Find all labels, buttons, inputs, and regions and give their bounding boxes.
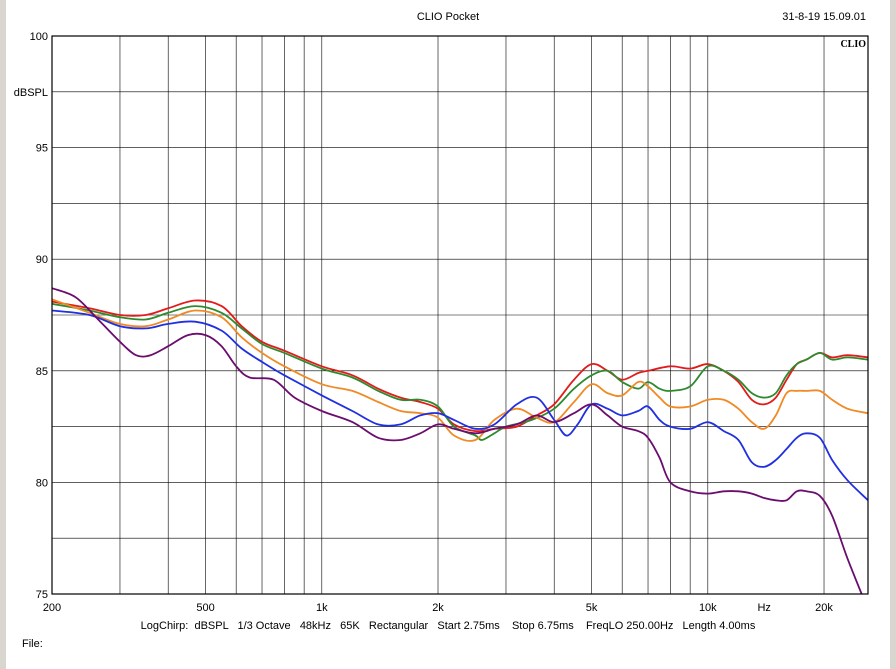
clio-window: CLIO Pocket 31-8-19 15.09.01 100 95 90 85 80…: [6, 0, 890, 669]
series-line-3: [52, 298, 868, 442]
x-tick-label: 20k: [815, 602, 833, 614]
timestamp: 31-8-19 15.09.01: [782, 11, 866, 23]
y-axis-label: dBSPL: [14, 87, 48, 99]
y-tick-label: 95: [36, 143, 48, 155]
series-line-5: [52, 287, 863, 594]
y-tick-label: 90: [36, 254, 48, 266]
x-unit-label: Hz: [757, 602, 770, 614]
x-tick-label: 10k: [699, 602, 717, 614]
frequency-response-chart: 100 95 90 85 80 75 dBSPL 200 500 1k 2k 5k 10k 20k Hz C…: [14, 31, 869, 614]
series-line-1: [52, 299, 868, 433]
plot-frame: [51, 35, 869, 595]
series-line-2: [52, 302, 868, 441]
grid: [52, 36, 868, 594]
x-tick-label: 2k: [432, 602, 444, 614]
y-tick-label: 75: [36, 589, 48, 601]
series-layer: [52, 287, 868, 594]
window-title: CLIO Pocket: [416, 11, 480, 23]
series-line-4: [52, 309, 868, 501]
y-tick-label: 100: [30, 31, 48, 43]
y-tick-label: 85: [36, 366, 48, 378]
clio-mark: CLIO: [840, 39, 866, 50]
axis-labels: 100 95 90 85 80 75 dBSPL 200 500 1k 2k 5k 10k 20k Hz: [14, 31, 834, 614]
x-tick-label: 500: [196, 602, 214, 614]
x-tick-label: 200: [43, 602, 61, 614]
x-tick-label: 5k: [586, 602, 598, 614]
x-tick-label: 1k: [316, 602, 328, 614]
measurement-params: LogChirp: dBSPL 1/3 Octave 48kHz 65K Rec…: [140, 620, 756, 632]
y-tick-label: 80: [36, 477, 48, 489]
file-label: File:: [22, 638, 43, 650]
